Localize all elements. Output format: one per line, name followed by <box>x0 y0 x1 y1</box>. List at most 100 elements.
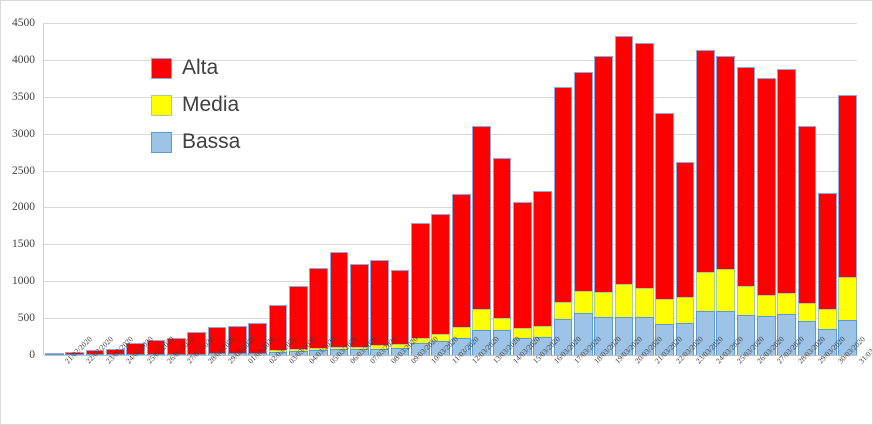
x-axis-label: 25/02/2020 <box>145 335 176 366</box>
bar-segment-bassa <box>350 349 369 355</box>
bar-segment-alta <box>248 323 268 353</box>
bar-segment-alta <box>431 213 451 334</box>
bar-column[interactable] <box>309 23 329 355</box>
bar-column[interactable] <box>390 23 410 355</box>
x-axis-label: 21/03/2020 <box>653 335 684 366</box>
bar-segment-alta <box>838 95 858 277</box>
bar-segment-media <box>594 291 613 317</box>
bar-column[interactable] <box>472 23 491 355</box>
bar-column[interactable] <box>65 23 84 355</box>
bar-segment-alta <box>492 157 512 318</box>
bar-column[interactable] <box>187 23 206 355</box>
bar-column[interactable] <box>289 23 308 355</box>
bar-segment-alta <box>85 349 105 354</box>
legend-label-bassa: Bassa <box>182 130 241 153</box>
legend-item-bassa[interactable]: Bassa <box>151 130 240 154</box>
bar-segment-media <box>329 346 349 350</box>
x-axis-label: 08/03/2020 <box>389 335 420 366</box>
bar-column[interactable] <box>614 23 634 355</box>
bar-segment-bassa <box>227 352 247 355</box>
bar-segment-bassa <box>594 316 613 355</box>
bar-segment-bassa <box>126 353 145 355</box>
bar-column[interactable] <box>696 23 715 355</box>
bar-segment-alta <box>777 69 797 294</box>
bar-column[interactable] <box>573 23 593 355</box>
y-axis-label-3000: 3000 <box>12 127 35 140</box>
bar-segment-bassa <box>329 349 349 355</box>
bar-column[interactable] <box>838 23 858 355</box>
bar-column[interactable] <box>634 23 654 355</box>
bar-column[interactable] <box>268 23 288 355</box>
x-axis-label: 26/02/2020 <box>165 335 196 366</box>
bar-column[interactable] <box>736 23 756 355</box>
bar-column[interactable] <box>329 23 349 355</box>
bar-segment-bassa <box>634 317 654 355</box>
x-axis-label: 24/02/2020 <box>124 335 155 366</box>
bar-column[interactable] <box>370 23 390 355</box>
bar-column[interactable] <box>512 23 532 355</box>
bar-column[interactable] <box>105 23 125 355</box>
bar-column[interactable] <box>777 23 797 355</box>
bar-segment-bassa <box>553 318 573 355</box>
bar-segment-bassa <box>65 353 84 355</box>
bar-column[interactable] <box>166 23 186 355</box>
bar-column[interactable] <box>146 23 166 355</box>
bar-column[interactable] <box>655 23 675 355</box>
x-axis-label: 12/03/2020 <box>470 335 501 366</box>
bar-column[interactable] <box>594 23 613 355</box>
bar-column[interactable] <box>797 23 817 355</box>
bar-column[interactable] <box>411 23 430 355</box>
bar-column[interactable] <box>44 23 64 355</box>
bar-column[interactable] <box>126 23 145 355</box>
bar-column[interactable] <box>553 23 573 355</box>
bar-column[interactable] <box>431 23 451 355</box>
bar-segment-media <box>390 343 410 348</box>
bar-column[interactable] <box>350 23 369 355</box>
bar-segment-bassa <box>451 337 471 355</box>
bar-segment-bassa <box>614 316 634 355</box>
x-axis-label: 10/03/2020 <box>429 335 460 366</box>
bar-column[interactable] <box>757 23 776 355</box>
bar-column[interactable] <box>533 23 552 355</box>
bar-column[interactable] <box>451 23 471 355</box>
x-axis-label: 29/03/2020 <box>816 335 847 366</box>
x-axis-label: 01/03/2020 <box>246 335 277 366</box>
bar-segment-bassa <box>838 320 858 355</box>
bar-segment-alta <box>207 327 227 354</box>
bar-segment-bassa <box>757 316 776 355</box>
bar-segment-bassa <box>675 323 695 355</box>
bar-segment-media <box>797 303 817 322</box>
bar-segment-alta <box>166 337 186 354</box>
bar-segment-alta <box>573 72 593 291</box>
bar-column[interactable] <box>818 23 837 355</box>
bar-segment-alta <box>65 351 84 354</box>
bar-segment-media <box>757 294 776 317</box>
bar-segment-alta <box>350 263 369 347</box>
bar-segment-alta <box>451 194 471 327</box>
x-axis-label: 07/03/2020 <box>368 335 399 366</box>
bar-column[interactable] <box>675 23 695 355</box>
y-axis-label-500: 500 <box>17 312 35 325</box>
bar-segment-bassa <box>512 338 532 355</box>
bar-segment-alta <box>614 36 634 284</box>
y-axis-label-4000: 4000 <box>12 53 35 66</box>
bar-column[interactable] <box>85 23 105 355</box>
bar-column[interactable] <box>716 23 736 355</box>
x-axis-label: 30/03/2020 <box>836 335 867 366</box>
gridline-3000 <box>44 133 857 135</box>
bar-column[interactable] <box>207 23 227 355</box>
x-axis-label: 14/03/2020 <box>511 335 542 366</box>
bar-column[interactable] <box>492 23 512 355</box>
bar-segment-alta <box>634 43 654 289</box>
legend-item-media[interactable]: Media <box>151 93 240 117</box>
legend-item-alta[interactable]: Alta <box>151 56 240 80</box>
bar-column[interactable] <box>248 23 268 355</box>
x-axis-label: 17/03/2020 <box>572 335 603 366</box>
bar-column[interactable] <box>227 23 247 355</box>
bar-segment-bassa <box>411 343 430 355</box>
x-axis-label: 27/03/2020 <box>775 335 806 366</box>
bar-segment-media <box>818 309 837 329</box>
bar-segment-bassa <box>797 321 817 355</box>
bar-segment-media <box>370 345 390 349</box>
bar-segment-alta <box>675 162 695 298</box>
